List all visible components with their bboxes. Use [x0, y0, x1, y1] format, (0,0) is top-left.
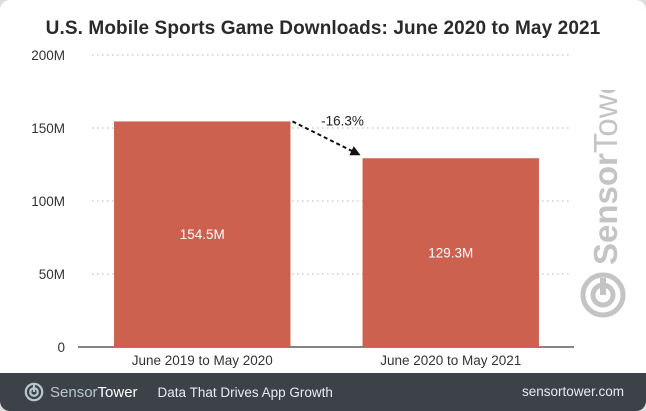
bar-chart: 0 50M 100M 150M 200M 154.5M June 2019 to May 2…: [31, 48, 574, 368]
change-annotation: -16.3%: [321, 113, 364, 128]
bar[interactable]: [114, 121, 291, 348]
footer-brand-a: Sensor: [50, 383, 98, 401]
change-arrow-line: [292, 120, 355, 154]
watermark-word-b: Tower: [587, 90, 624, 153]
y-tick-label: 150M: [31, 121, 65, 136]
y-tick-label: 50M: [39, 267, 65, 282]
watermark-wordmark: SensorTower: [587, 90, 624, 265]
change-arrow-head: [349, 146, 361, 156]
chart-title: U.S. Mobile Sports Game Downloads: June …: [45, 18, 601, 39]
x-tick-label: June 2019 to May 2020: [132, 353, 273, 368]
footer-brand: SensorTower: [50, 384, 138, 401]
watermark-logo-icon: [580, 272, 626, 318]
y-tick-label: 200M: [31, 48, 65, 63]
bar-value-label: 154.5M: [180, 227, 225, 242]
sensortower-watermark: SensorTower: [580, 90, 626, 318]
x-tick-label: June 2020 to May 2021: [380, 353, 521, 368]
footer-brand-b: Tower: [97, 383, 138, 401]
footer-site-link[interactable]: sensortower.com: [521, 384, 624, 399]
watermark-word-a: Sensor: [587, 153, 624, 265]
sensortower-logo-icon: [24, 382, 44, 402]
y-tick-label: 0: [57, 340, 65, 355]
footer-logo: SensorTower: [24, 382, 138, 402]
bar[interactable]: [362, 158, 539, 347]
footer-tagline: Data That Drives App Growth: [157, 384, 333, 400]
footer-bar: SensorTower Data That Drives App Growth …: [0, 373, 646, 411]
bar-value-label: 129.3M: [428, 246, 473, 261]
y-tick-label: 100M: [31, 194, 65, 209]
svg-text:SensorTower: SensorTower: [587, 90, 624, 265]
